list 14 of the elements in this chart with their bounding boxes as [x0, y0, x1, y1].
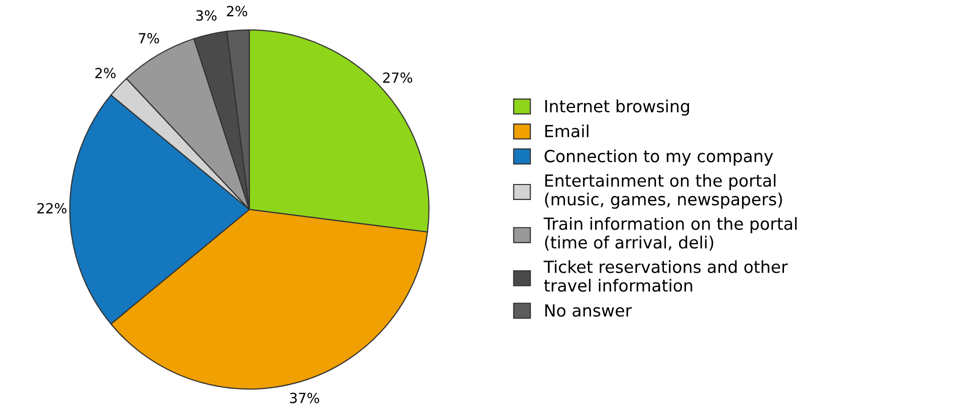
data-label: 37%	[290, 392, 320, 404]
data-label: 3%	[196, 10, 216, 21]
legend-label: No answer	[545, 304, 632, 317]
legend-label: Entertainment on the portal (music, games, newspapers)	[545, 174, 782, 209]
data-label: 7%	[138, 33, 160, 44]
data-label: 2%	[226, 6, 248, 16]
legend-label: Train information on the portal (time of arrival, deli)	[544, 217, 797, 251]
data-label: 22%	[37, 203, 66, 214]
data-label: 27%	[383, 72, 412, 83]
legend-label: Email	[545, 124, 588, 138]
legend-label: Internet browsing	[545, 100, 689, 116]
legend-label: Connection to my company	[544, 149, 774, 166]
legend-label: Ticket reservations and other travel information	[544, 260, 788, 292]
data-label: 2%	[95, 68, 116, 78]
